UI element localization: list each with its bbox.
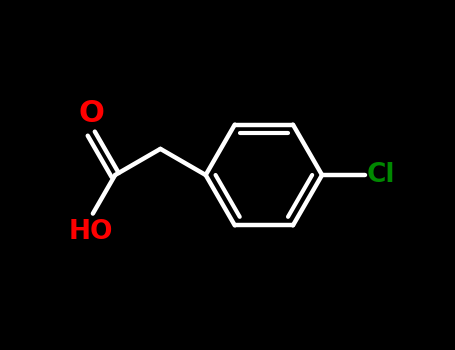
Text: O: O: [78, 99, 104, 128]
Text: HO: HO: [68, 219, 113, 245]
Text: Cl: Cl: [366, 162, 394, 188]
